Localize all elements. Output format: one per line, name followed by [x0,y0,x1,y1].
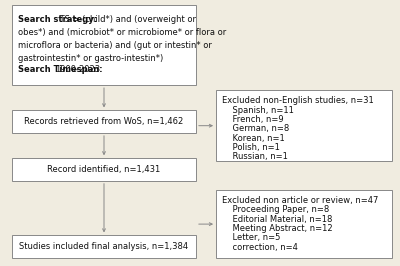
Text: Search Timespan:: Search Timespan: [18,65,103,74]
Text: Editorial Material, n=18: Editorial Material, n=18 [222,215,332,224]
Text: German, n=8: German, n=8 [222,124,289,133]
Text: Studies included final analysis, n=1,384: Studies included final analysis, n=1,384 [20,242,188,251]
Text: Letter, n=5: Letter, n=5 [222,233,280,242]
FancyBboxPatch shape [12,235,196,258]
Text: Meeting Abstract, n=12: Meeting Abstract, n=12 [222,224,333,233]
Text: Excluded non-English studies, n=31: Excluded non-English studies, n=31 [222,96,374,105]
Text: Proceeding Paper, n=8: Proceeding Paper, n=8 [222,205,329,214]
Text: 1900-2023: 1900-2023 [55,65,100,74]
Text: Record identified, n=1,431: Record identified, n=1,431 [47,165,161,174]
FancyBboxPatch shape [216,190,392,258]
Text: Search strategy:: Search strategy: [18,15,100,24]
Text: microflora or bacteria) and (gut or intestin* or: microflora or bacteria) and (gut or inte… [18,41,212,50]
Text: Korean, n=1: Korean, n=1 [222,134,285,143]
Text: Polish, n=1: Polish, n=1 [222,143,280,152]
FancyBboxPatch shape [12,5,196,85]
Text: correction, n=4: correction, n=4 [222,243,298,252]
Text: Spanish, n=11: Spanish, n=11 [222,106,294,115]
Text: TS = (child*) and (overweight or: TS = (child*) and (overweight or [58,15,196,24]
FancyBboxPatch shape [12,110,196,133]
Text: Excluded non article or review, n=47: Excluded non article or review, n=47 [222,196,378,205]
Text: gastrointestin* or gastro-intestin*): gastrointestin* or gastro-intestin*) [18,54,163,63]
FancyBboxPatch shape [12,158,196,181]
Text: French, n=9: French, n=9 [222,115,284,124]
Text: Russian, n=1: Russian, n=1 [222,152,288,161]
Text: Records retrieved from WoS, n=1,462: Records retrieved from WoS, n=1,462 [24,117,184,126]
Text: obes*) and (microbiot* or microbiome* or flora or: obes*) and (microbiot* or microbiome* or… [18,28,226,37]
FancyBboxPatch shape [216,90,392,161]
